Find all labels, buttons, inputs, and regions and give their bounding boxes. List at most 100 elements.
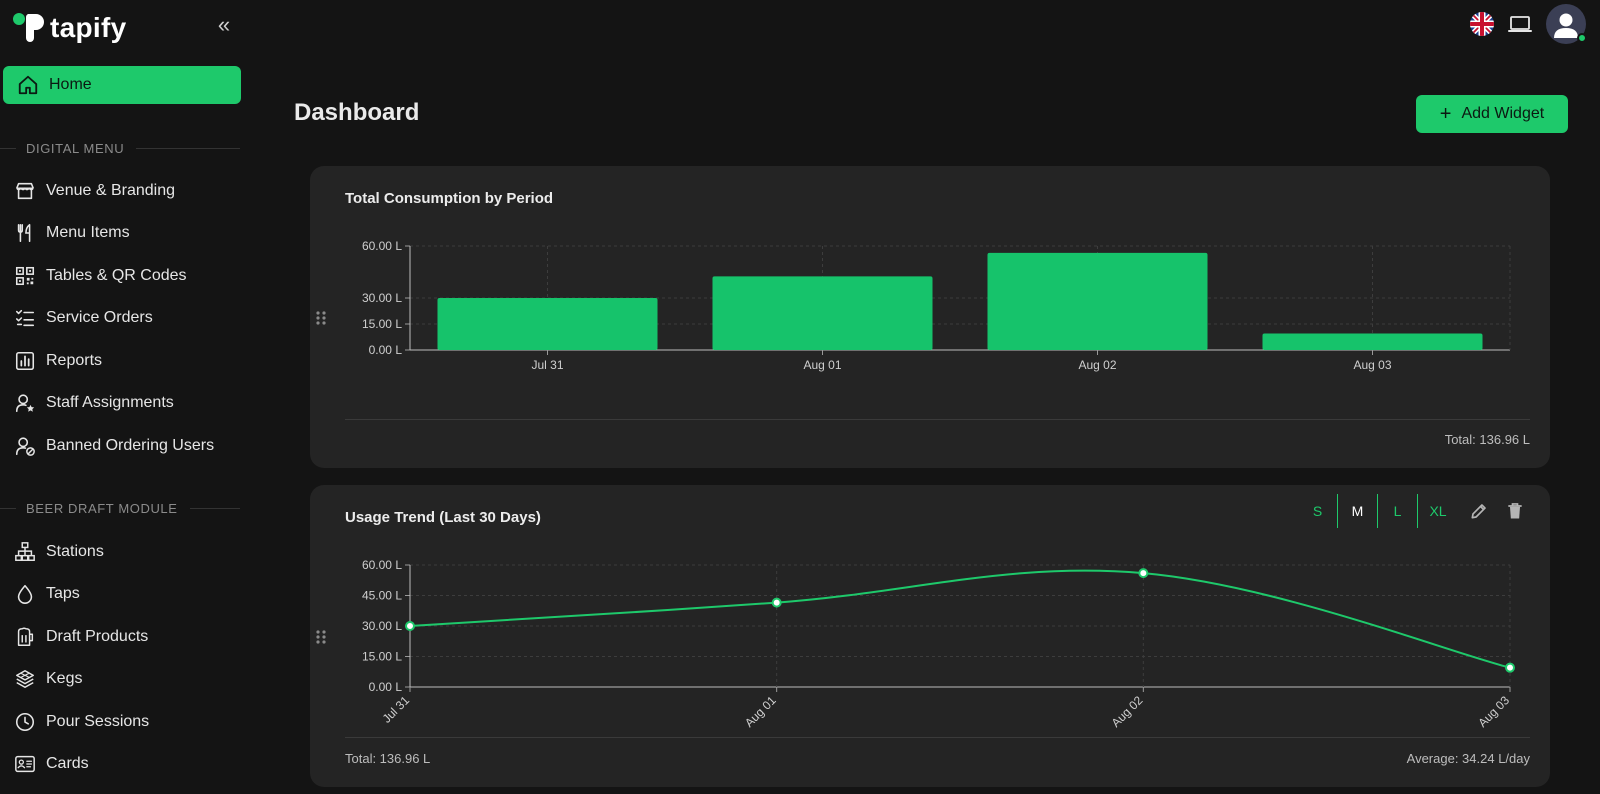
size-button-l[interactable]: L [1378,494,1418,528]
hierarchy-icon [15,542,35,561]
plus-icon: + [1439,103,1452,125]
x-tick-label: Aug 01 [803,358,841,372]
uk-flag-icon[interactable] [1470,12,1494,36]
sidebar-item-venue-branding[interactable]: Venue & Branding [14,174,240,208]
sidebar-item-staff-assignments[interactable]: Staff Assignments [14,386,240,420]
add-widget-label: Add Widget [1461,105,1545,122]
brand-logo[interactable]: tapify [12,8,126,48]
widget-title: Total Consumption by Period [345,190,554,207]
data-point [1505,662,1515,673]
sidebar-item-label: Taps [46,585,80,602]
widget-title: Usage Trend (Last 30 Days) [345,509,541,526]
x-tick-label: Aug 01 [742,693,779,730]
widget-footer-average: Average: 34.24 L/day [1406,751,1530,766]
sidebar-item-stations[interactable]: Stations [14,535,240,569]
collapse-sidebar-icon[interactable]: « [217,12,231,37]
monitor-icon[interactable] [1508,12,1532,36]
y-tick-label: 60.00 L [362,558,402,572]
y-tick-label: 60.00 L [362,239,402,253]
y-tick-label: 15.00 L [362,317,402,331]
qr-code-icon [15,266,35,286]
edit-pencil-icon[interactable] [1464,496,1494,526]
sidebar-item-label: Home [49,76,92,93]
x-tick-label: Aug 03 [1353,358,1391,372]
sidebar-item-tables-qr[interactable]: Tables & QR Codes [14,259,240,293]
data-point [405,621,415,631]
sidebar-item-label: Tables & QR Codes [46,267,187,284]
sidebar-item-label: Draft Products [46,628,149,645]
bar [987,252,1208,350]
y-tick-label: 45.00 L [362,589,402,603]
page-title: Dashboard [294,99,420,126]
sidebar-item-label: Menu Items [46,224,130,241]
sidebar-item-label: Stations [46,543,104,560]
sidebar-item-service-orders[interactable]: Service Orders [14,301,240,335]
sidebar: tapify « Home DIGITAL MENU Venue & Brand… [0,0,248,794]
sidebar-item-cards[interactable]: Cards [14,747,240,781]
sidebar-item-label: Cards [46,755,89,772]
widget-usage-trend: Usage Trend (Last 30 Days) S M L XL 0.00… [310,485,1550,787]
section-title-beer-draft: BEER DRAFT MODULE [0,499,240,517]
sidebar-item-label: Kegs [46,670,83,687]
user-star-icon [15,394,35,413]
widget-toolbar: S M L XL [1298,493,1530,529]
home-icon [18,75,38,95]
series-line [409,569,1511,669]
bar [437,298,658,350]
add-widget-button[interactable]: + Add Widget [1416,95,1568,133]
y-tick-label: 30.00 L [362,291,402,305]
sidebar-item-label: Reports [46,352,103,369]
data-point [771,597,782,608]
delete-trash-icon[interactable] [1500,496,1530,526]
user-avatar[interactable] [1546,4,1587,44]
x-tick-label: Jul 31 [531,358,563,372]
widget-footer-total: Total: 136.96 L [345,751,431,766]
x-tick-label: Aug 03 [1475,693,1512,730]
clock-icon [15,712,35,732]
sidebar-item-home[interactable]: Home [3,66,241,104]
divider [345,419,1530,420]
bar [712,276,933,350]
sidebar-item-taps[interactable]: Taps [14,577,240,611]
widget-total-consumption: Total Consumption by Period 0.00 L 15.00 … [310,166,1550,468]
sidebar-item-label: Pour Sessions [46,713,150,730]
sidebar-item-kegs[interactable]: Kegs [14,662,240,696]
drag-handle-icon[interactable] [314,628,328,646]
y-tick-label: 0.00 L [369,343,403,357]
tapify-logo-icon [13,13,44,42]
sidebar-item-label: Staff Assignments [46,394,174,411]
checklist-icon [15,309,35,327]
drag-handle-icon[interactable] [314,309,328,327]
sidebar-item-label: Venue & Branding [46,182,175,199]
x-tick-label: Aug 02 [1109,693,1146,730]
sidebar-item-label: Service Orders [46,309,153,326]
sidebar-item-draft-products[interactable]: Draft Products [14,620,240,654]
sidebar-item-banned-users[interactable]: Banned Ordering Users [14,429,240,463]
utensils-icon [17,223,31,243]
data-point [1138,568,1149,579]
divider [345,737,1530,738]
layers-icon [16,670,34,688]
size-button-m[interactable]: M [1338,494,1378,528]
size-button-s[interactable]: S [1298,494,1338,528]
y-tick-label: 0.00 L [369,680,403,694]
user-ban-icon [15,437,35,456]
online-status-dot [1577,33,1587,43]
y-tick-label: 15.00 L [362,650,402,664]
sidebar-item-reports[interactable]: Reports [14,344,240,378]
sidebar-item-label: Banned Ordering Users [46,437,215,454]
sidebar-item-menu-items[interactable]: Menu Items [14,216,240,250]
x-tick-label: Jul 31 [380,693,413,726]
y-tick-label: 30.00 L [362,619,402,633]
drop-icon [17,584,33,604]
sidebar-item-pour-sessions[interactable]: Pour Sessions [14,705,240,739]
store-icon [16,182,34,200]
size-button-xl[interactable]: XL [1429,503,1447,519]
header-actions [1470,4,1587,44]
x-tick-label: Aug 02 [1078,358,1116,372]
id-card-icon [15,755,35,773]
user-icon [1546,4,1586,44]
brand-name: tapify [50,12,127,43]
beer-mug-icon [17,627,34,646]
section-title-digital-menu: DIGITAL MENU [0,139,240,157]
